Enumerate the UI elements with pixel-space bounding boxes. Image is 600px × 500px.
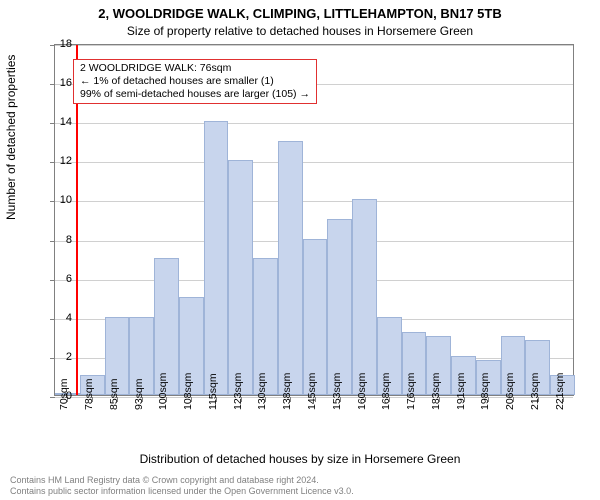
ytick-label: 4 bbox=[48, 312, 72, 324]
ytick-label: 8 bbox=[48, 234, 72, 246]
x-axis-label: Distribution of detached houses by size … bbox=[0, 452, 600, 466]
ytick-label: 18 bbox=[48, 38, 72, 50]
y-axis-label: Number of detached properties bbox=[4, 55, 18, 220]
info-box: 2 WOOLDRIDGE WALK: 76sqm ← 1% of detache… bbox=[73, 59, 317, 104]
chart-title-line2: Size of property relative to detached ho… bbox=[0, 24, 600, 38]
attribution-footer: Contains HM Land Registry data © Crown c… bbox=[10, 475, 354, 496]
histogram-bar bbox=[204, 121, 229, 395]
histogram-bar bbox=[352, 199, 377, 395]
ytick-label: 14 bbox=[48, 116, 72, 128]
chart-container: 2, WOOLDRIDGE WALK, CLIMPING, LITTLEHAMP… bbox=[0, 0, 600, 500]
gridline bbox=[55, 123, 573, 124]
histogram-bar bbox=[228, 160, 253, 395]
gridline bbox=[55, 201, 573, 202]
ytick-label: 10 bbox=[48, 194, 72, 206]
histogram-bar bbox=[278, 141, 303, 395]
ytick-label: 2 bbox=[48, 351, 72, 363]
info-box-line: ← 1% of detached houses are smaller (1) bbox=[80, 75, 310, 88]
ytick-label: 6 bbox=[48, 273, 72, 285]
gridline bbox=[55, 162, 573, 163]
plot-area: 2 WOOLDRIDGE WALK: 76sqm ← 1% of detache… bbox=[54, 44, 574, 396]
gridline bbox=[55, 45, 573, 46]
ytick-label: 12 bbox=[48, 155, 72, 167]
chart-title-line1: 2, WOOLDRIDGE WALK, CLIMPING, LITTLEHAMP… bbox=[0, 6, 600, 22]
histogram-bar bbox=[303, 239, 328, 395]
footer-line: Contains HM Land Registry data © Crown c… bbox=[10, 475, 354, 485]
info-box-line: 2 WOOLDRIDGE WALK: 76sqm bbox=[80, 62, 310, 75]
ytick-label: 16 bbox=[48, 77, 72, 89]
info-box-line: 99% of semi-detached houses are larger (… bbox=[80, 88, 310, 101]
histogram-bar bbox=[327, 219, 352, 395]
footer-line: Contains public sector information licen… bbox=[10, 486, 354, 496]
